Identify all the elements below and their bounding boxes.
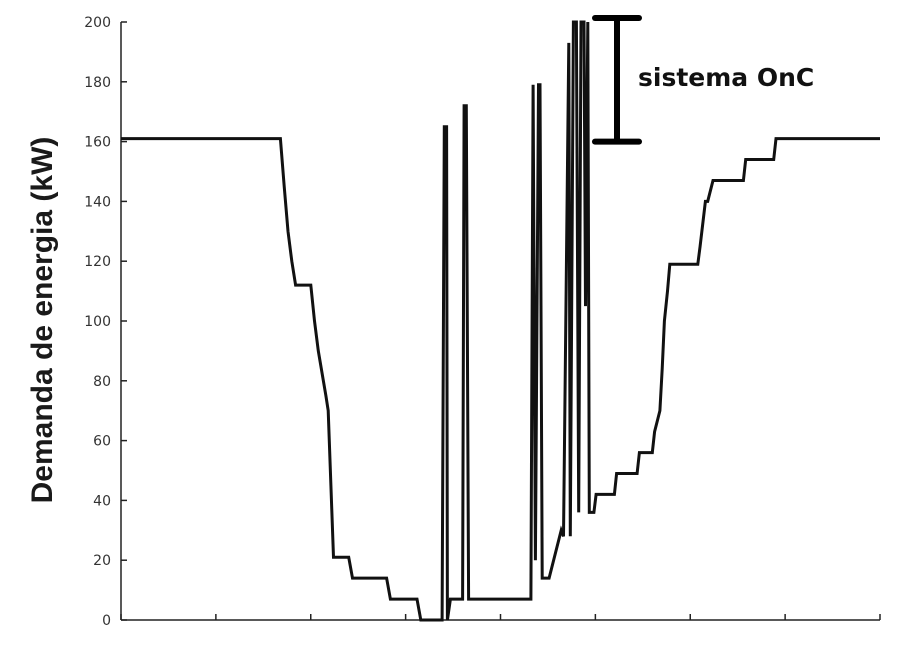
y-axis: 0 20 40 60 80 100 120 140 160 180 200 xyxy=(84,15,127,629)
y-tick-label-200: 200 xyxy=(84,15,111,31)
annotation-group: sistema OnC xyxy=(592,15,814,145)
y-tick-label-60: 60 xyxy=(93,434,111,450)
y-tick-label-160: 160 xyxy=(84,135,111,151)
y-tick-label-0: 0 xyxy=(102,613,111,629)
y-tick-label-140: 140 xyxy=(84,194,111,210)
y-tick-label-20: 20 xyxy=(93,553,111,569)
series-line-0 xyxy=(121,20,880,622)
y-tick-label-100: 100 xyxy=(84,314,111,330)
y-tick-label-120: 120 xyxy=(84,254,111,270)
y-tick-label-180: 180 xyxy=(84,75,111,91)
annotation-label: sistema OnC xyxy=(638,63,814,92)
series-group xyxy=(121,20,880,622)
x-axis xyxy=(120,614,881,621)
y-ticks: 0 20 40 60 80 100 120 140 160 180 200 xyxy=(84,15,127,629)
x-ticks xyxy=(120,614,881,620)
y-tick-label-80: 80 xyxy=(93,374,111,390)
y-tick-label-40: 40 xyxy=(93,493,111,509)
y-axis-label: Demanda de energia (kW) xyxy=(26,137,59,504)
